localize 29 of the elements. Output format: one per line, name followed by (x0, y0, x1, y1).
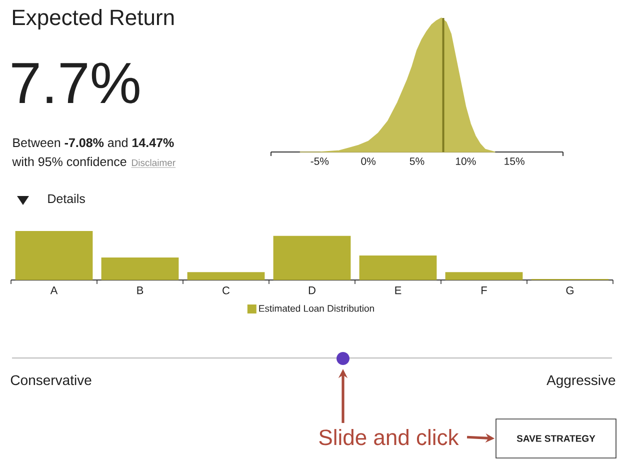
text: Disclaimer (132, 159, 176, 166)
x-tick-label: 0% (361, 158, 376, 165)
x-tick-label: D (308, 286, 316, 294)
x-tick-label: G (566, 286, 574, 294)
x-tick-label: F (482, 286, 487, 294)
bar (359, 255, 437, 280)
bar (445, 272, 523, 280)
bar (15, 230, 93, 280)
x-tick-label: A (50, 286, 58, 294)
x-tick-label: -5% (310, 158, 329, 165)
x-tick-label: 5% (410, 158, 424, 165)
x-tick-label: C (222, 286, 230, 294)
x-tick-label: B (137, 286, 144, 294)
x-tick-label: 15% (504, 158, 524, 165)
bar (101, 257, 179, 280)
legend-label: Estimated Loan Distribution (259, 304, 374, 312)
x-tick-label: 10% (456, 158, 476, 165)
text: with 95% confidence (12, 156, 126, 166)
text: 7.7% (12, 62, 140, 104)
text: Between -7.08% and 14.47% (13, 138, 174, 148)
text: Expected Return (13, 9, 174, 30)
text: SAVE STRATEGY (516, 435, 596, 442)
text: Slide and click (319, 429, 459, 446)
chart-title: Details (48, 194, 85, 204)
text: Aggressive (546, 374, 616, 388)
bar (273, 236, 351, 280)
text: Conservative (10, 374, 92, 386)
x-tick-label: E (395, 286, 402, 294)
bar (187, 272, 265, 280)
